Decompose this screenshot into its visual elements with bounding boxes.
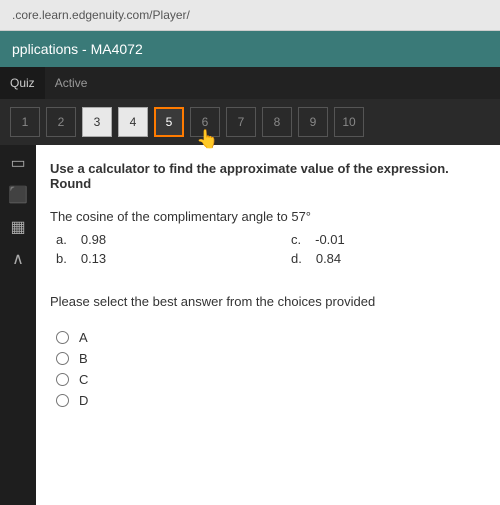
calculator-icon[interactable]: ▦ bbox=[10, 217, 25, 237]
browser-url-bar: .core.learn.edgenuity.com/Player/ bbox=[0, 0, 500, 31]
question-content: Use a calculator to find the approximate… bbox=[36, 145, 500, 505]
radio-option-c[interactable]: C bbox=[56, 369, 486, 390]
question-prompt: Use a calculator to find the approximate… bbox=[50, 161, 486, 191]
option-a: a. 0.98 bbox=[56, 232, 251, 247]
choice-label-c: C bbox=[79, 372, 88, 387]
nav-q3[interactable]: 3 bbox=[82, 107, 112, 137]
option-c: c. -0.01 bbox=[291, 232, 486, 247]
option-b: b. 0.13 bbox=[56, 251, 251, 266]
nav-q8[interactable]: 8 bbox=[262, 107, 292, 137]
nav-q7[interactable]: 7 bbox=[226, 107, 256, 137]
question-nav: 1 2 3 4 5 6 7 8 9 10 👆 bbox=[0, 99, 500, 145]
nav-q1[interactable]: 1 bbox=[10, 107, 40, 137]
up-arrow-icon[interactable]: ∧ bbox=[12, 249, 24, 269]
tool-sidebar: ▭ ⬛ ▦ ∧ bbox=[0, 145, 36, 505]
app-header: pplications - MA4072 bbox=[0, 31, 500, 67]
tool-icon-1[interactable]: ▭ bbox=[10, 153, 25, 173]
choice-label-b: B bbox=[79, 351, 88, 366]
radio-d[interactable] bbox=[56, 394, 69, 407]
choice-label-d: D bbox=[79, 393, 88, 408]
radio-option-b[interactable]: B bbox=[56, 348, 486, 369]
quiz-tab[interactable]: Quiz bbox=[0, 67, 45, 99]
choice-label-a: A bbox=[79, 330, 88, 345]
options-grid: a. 0.98 c. -0.01 b. 0.13 d. 0.84 bbox=[56, 232, 486, 266]
nav-q5[interactable]: 5 bbox=[154, 107, 184, 137]
radio-b[interactable] bbox=[56, 352, 69, 365]
instruction-text: Please select the best answer from the c… bbox=[50, 294, 486, 309]
main-area: ▭ ⬛ ▦ ∧ Use a calculator to find the app… bbox=[0, 145, 500, 505]
radio-option-d[interactable]: D bbox=[56, 390, 486, 411]
nav-q2[interactable]: 2 bbox=[46, 107, 76, 137]
option-d: d. 0.84 bbox=[291, 251, 486, 266]
nav-q10[interactable]: 10 bbox=[334, 107, 364, 137]
nav-q9[interactable]: 9 bbox=[298, 107, 328, 137]
cursor-icon: 👆 bbox=[196, 129, 218, 150]
page-title: pplications - MA4072 bbox=[12, 41, 143, 57]
radio-c[interactable] bbox=[56, 373, 69, 386]
radio-a[interactable] bbox=[56, 331, 69, 344]
question-sub: The cosine of the complimentary angle to… bbox=[50, 209, 486, 224]
highlighter-icon[interactable]: ⬛ bbox=[8, 185, 28, 205]
url-text: .core.learn.edgenuity.com/Player/ bbox=[12, 8, 190, 22]
radio-option-a[interactable]: A bbox=[56, 327, 486, 348]
nav-q4[interactable]: 4 bbox=[118, 107, 148, 137]
quiz-bar: Quiz Active bbox=[0, 67, 500, 99]
active-label: Active bbox=[45, 76, 98, 90]
